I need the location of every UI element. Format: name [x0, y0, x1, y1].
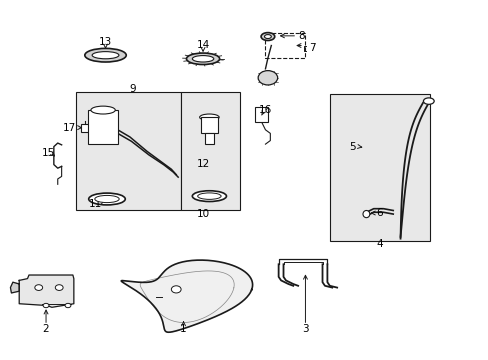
Text: 15: 15 [42, 148, 55, 158]
Ellipse shape [84, 48, 126, 62]
Text: 9: 9 [129, 84, 135, 94]
Ellipse shape [88, 193, 125, 205]
Circle shape [171, 286, 181, 293]
Text: 12: 12 [197, 159, 210, 169]
Ellipse shape [362, 211, 369, 218]
Text: 13: 13 [99, 37, 112, 47]
Ellipse shape [258, 71, 277, 85]
Circle shape [55, 285, 63, 291]
Text: 4: 4 [376, 239, 383, 249]
Ellipse shape [192, 191, 226, 202]
Ellipse shape [197, 193, 221, 199]
Circle shape [35, 285, 42, 291]
Circle shape [43, 303, 49, 308]
Ellipse shape [423, 98, 433, 104]
Bar [329, 94, 429, 241]
Text: 10: 10 [197, 209, 210, 219]
Polygon shape [19, 275, 74, 307]
Text: 6: 6 [376, 208, 383, 218]
Bar [88, 110, 118, 144]
Text: 2: 2 [42, 324, 49, 334]
Ellipse shape [264, 35, 271, 39]
Bar [76, 92, 181, 211]
Ellipse shape [91, 106, 115, 114]
Text: 1: 1 [180, 324, 186, 334]
Bar [204, 134, 214, 144]
Polygon shape [10, 282, 19, 293]
Ellipse shape [199, 114, 219, 121]
Bar [81, 124, 95, 132]
Text: 5: 5 [349, 141, 355, 152]
Bar [200, 117, 218, 134]
Ellipse shape [192, 55, 213, 62]
Text: 14: 14 [196, 40, 209, 50]
Polygon shape [121, 260, 252, 332]
Ellipse shape [186, 53, 219, 64]
Text: 16: 16 [258, 105, 271, 116]
Text: 11: 11 [89, 199, 102, 210]
Circle shape [65, 303, 71, 308]
Text: 8: 8 [298, 31, 305, 41]
Bar [265, 33, 305, 58]
Ellipse shape [95, 195, 119, 203]
Ellipse shape [261, 33, 274, 41]
Text: 7: 7 [309, 43, 315, 53]
Text: 17: 17 [63, 123, 77, 132]
Text: 3: 3 [302, 324, 308, 334]
Bar [254, 107, 268, 122]
Bar [181, 92, 239, 211]
Ellipse shape [92, 51, 119, 59]
